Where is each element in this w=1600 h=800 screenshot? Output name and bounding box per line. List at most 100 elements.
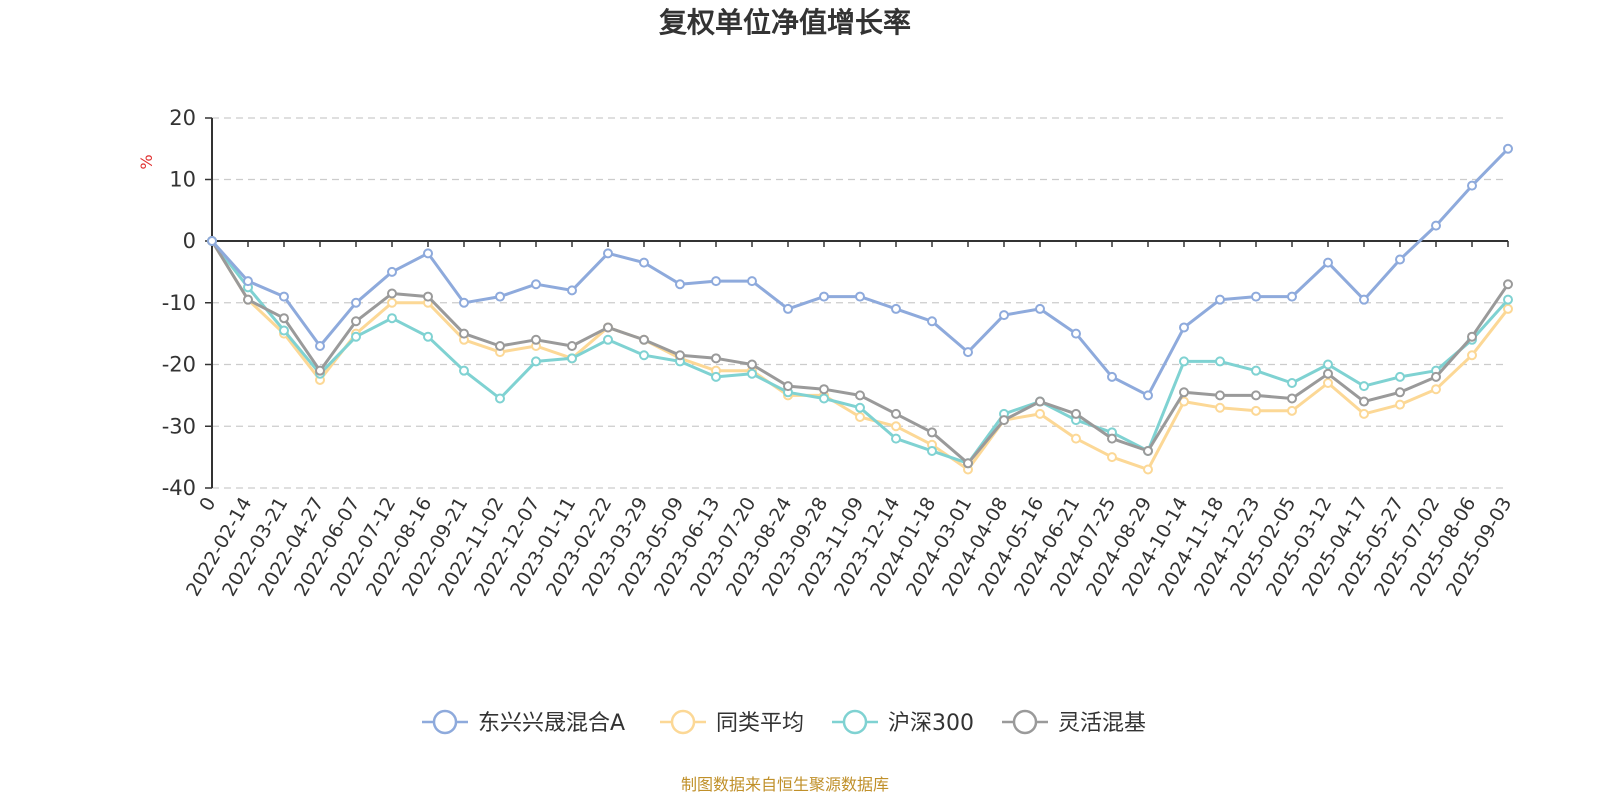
data-point (279, 313, 289, 324)
data-point (711, 371, 721, 382)
data-point (927, 427, 937, 438)
data-point (1107, 371, 1117, 382)
y-tick-label: 0 (183, 229, 196, 253)
data-point (747, 359, 757, 370)
data-point (1431, 220, 1441, 231)
data-point (459, 297, 469, 308)
data-point (567, 340, 577, 351)
data-point (675, 279, 685, 290)
data-point (1395, 387, 1405, 398)
legend-marker (842, 709, 868, 735)
legend-item[interactable]: 东兴兴晟混合A (422, 709, 625, 736)
data-point (639, 334, 649, 345)
data-point (495, 291, 505, 302)
data-point (1467, 350, 1477, 361)
data-point (891, 433, 901, 444)
data-point (1359, 294, 1369, 305)
data-point (1107, 452, 1117, 463)
data-point (819, 291, 829, 302)
data-point (531, 334, 541, 345)
legend-label: 同类平均 (716, 711, 804, 736)
data-point (1467, 331, 1477, 342)
data-point (387, 313, 397, 324)
data-point (279, 325, 289, 336)
data-point (1359, 381, 1369, 392)
data-point (1179, 387, 1189, 398)
data-point (567, 285, 577, 296)
data-point (1395, 399, 1405, 410)
data-point (855, 411, 865, 422)
data-point (1287, 291, 1297, 302)
chart-title: 复权单位净值增长率 (659, 6, 911, 39)
data-point (1107, 433, 1117, 444)
data-point (1251, 365, 1261, 376)
data-point (1503, 294, 1513, 305)
y-tick-label: 10 (169, 168, 196, 192)
data-point (1215, 356, 1225, 367)
data-point (963, 458, 973, 469)
data-point (1215, 402, 1225, 413)
data-point (1359, 408, 1369, 419)
data-point (1323, 368, 1333, 379)
series-line (210, 147, 1510, 397)
legend-item[interactable]: 同类平均 (660, 709, 804, 736)
legend-label: 沪深300 (888, 711, 974, 736)
data-point (603, 322, 613, 333)
data-point (459, 365, 469, 376)
data-point (351, 297, 361, 308)
data-point (1287, 405, 1297, 416)
y-tick-label: -10 (162, 291, 196, 315)
data-point (891, 408, 901, 419)
data-point (531, 279, 541, 290)
data-point (1071, 408, 1081, 419)
data-point (1179, 356, 1189, 367)
data-point (1179, 322, 1189, 333)
data-point (963, 347, 973, 358)
y-axis-unit: % (137, 154, 156, 169)
data-point (315, 340, 325, 351)
data-point (1323, 359, 1333, 370)
data-point (351, 331, 361, 342)
data-point (315, 365, 325, 376)
legend-label: 灵活混基 (1058, 711, 1146, 736)
legend-marker (670, 709, 696, 735)
data-source-note: 制图数据来自恒生聚源数据库 (681, 775, 889, 794)
data-point (855, 390, 865, 401)
data-point (603, 334, 613, 345)
data-point (783, 303, 793, 314)
data-point (1467, 180, 1477, 191)
data-point (1143, 390, 1153, 401)
data-point (1251, 405, 1261, 416)
data-point (1071, 328, 1081, 339)
data-point (603, 248, 613, 259)
data-point (567, 353, 577, 364)
data-point (1503, 143, 1513, 154)
x-tick-label: 0 (195, 494, 220, 515)
data-point (747, 276, 757, 287)
legend-item[interactable]: 灵活混基 (1002, 709, 1146, 736)
data-point (891, 421, 901, 432)
data-point (1431, 371, 1441, 382)
legend-marker (1012, 709, 1038, 735)
data-point (999, 415, 1009, 426)
data-point (1215, 294, 1225, 305)
data-point (1395, 254, 1405, 265)
legend[interactable]: 东兴兴晟混合A 同类平均 沪深300 灵活混基 (422, 709, 1146, 736)
data-point (207, 236, 217, 246)
data-point (243, 276, 253, 287)
data-point (1503, 279, 1513, 290)
data-point (1395, 371, 1405, 382)
data-point (1287, 393, 1297, 404)
data-point (531, 356, 541, 367)
data-point (387, 288, 397, 299)
data-point (459, 328, 469, 339)
data-point (927, 445, 937, 456)
data-point (891, 303, 901, 314)
data-point (387, 266, 397, 277)
legend-item[interactable]: 沪深300 (832, 709, 974, 736)
data-point (1323, 378, 1333, 389)
data-point (423, 248, 433, 259)
data-point (1251, 390, 1261, 401)
data-point (999, 310, 1009, 321)
data-point (927, 316, 937, 327)
